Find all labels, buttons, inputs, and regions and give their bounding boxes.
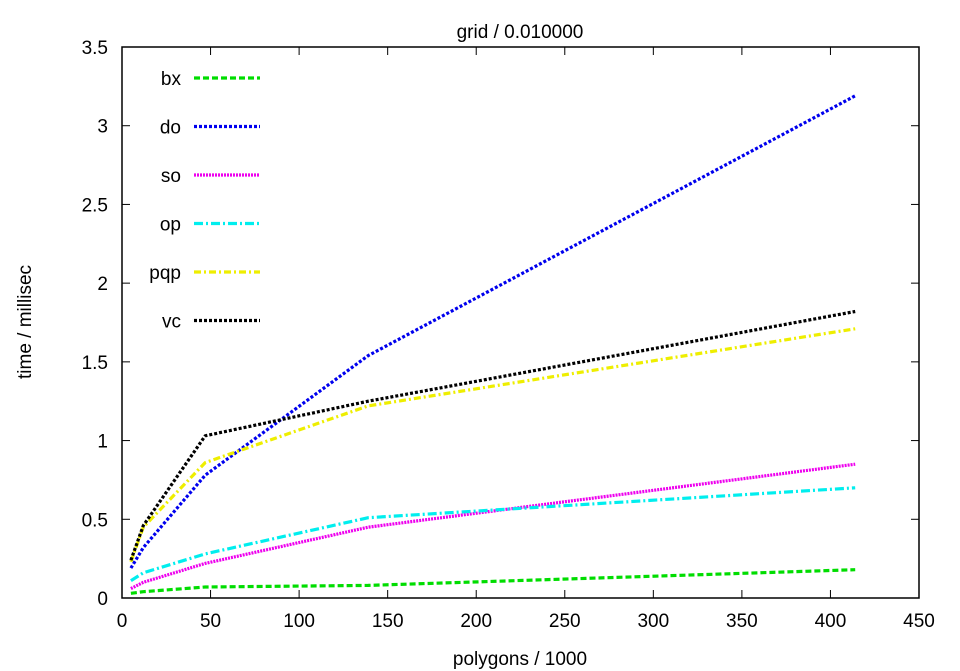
- x-tick-label: 100: [283, 611, 315, 632]
- x-tick-label: 250: [549, 611, 581, 632]
- legend-label-so: so: [161, 166, 181, 187]
- legend-label-vc: vc: [162, 312, 181, 333]
- legend-label-do: do: [160, 118, 181, 139]
- y-tick-label: 3: [97, 117, 108, 138]
- series-line-do: [129, 94, 856, 569]
- legend-label-op: op: [160, 215, 181, 236]
- x-tick-label: 50: [200, 611, 221, 632]
- series-line-op: [130, 486, 856, 583]
- y-tick-label: 1.5: [82, 353, 108, 374]
- series-line-vc: [129, 309, 856, 561]
- series-line-bx: [130, 568, 856, 595]
- y-tick-label: 3.5: [82, 38, 108, 59]
- legend: bx do so op pqp vc: [149, 69, 260, 333]
- y-tick-label: 2.5: [82, 195, 108, 216]
- y-tick-label: 0.5: [82, 510, 108, 531]
- series-line-pqp: [129, 327, 856, 563]
- series-line-so: [130, 462, 856, 591]
- legend-label-bx: bx: [161, 69, 182, 90]
- x-axis: 0 50 100 150 200 250 300 350 400 450: [117, 47, 935, 632]
- y-tick-label: 2: [97, 274, 108, 295]
- y-tick-label: 0: [97, 589, 108, 610]
- x-tick-label: 300: [637, 611, 669, 632]
- series-lines: [129, 94, 856, 595]
- x-axis-label: polygons / 1000: [453, 649, 587, 670]
- legend-label-pqp: pqp: [149, 263, 181, 284]
- x-tick-label: 0: [117, 611, 128, 632]
- x-tick-label: 350: [726, 611, 758, 632]
- x-tick-label: 450: [903, 611, 935, 632]
- x-tick-label: 200: [460, 611, 492, 632]
- x-tick-label: 400: [815, 611, 847, 632]
- y-tick-label: 1: [97, 432, 108, 453]
- plot-frame: [121, 46, 920, 599]
- x-tick-label: 150: [372, 611, 404, 632]
- y-axis: 0 0.5 1 1.5 2 2.5 3 3.5: [82, 38, 919, 610]
- chart-title: grid / 0.010000: [457, 22, 584, 43]
- y-axis-label: time / millisec: [15, 265, 36, 379]
